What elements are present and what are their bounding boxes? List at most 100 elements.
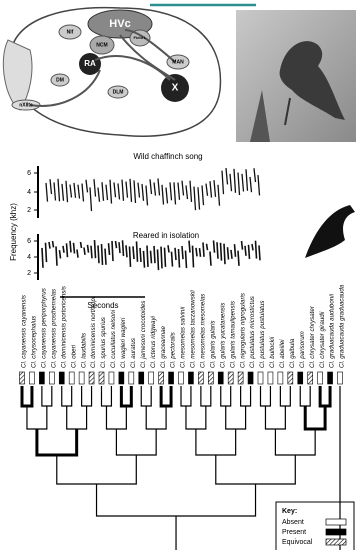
y-tick-label: 6 (27, 170, 31, 177)
spectrogram-trace (46, 243, 47, 262)
y-tick-label: 4 (27, 254, 31, 261)
trait-box (248, 372, 253, 384)
spectrogram-trace (214, 180, 216, 197)
spectrogram-trace (90, 187, 92, 211)
spectrogram-trace (182, 246, 183, 259)
taxon-label: Cl. laudabilis (80, 333, 87, 368)
spectrogram-trace (210, 252, 211, 266)
taxon-label: Cl. mesomelas mesomelas (200, 294, 207, 368)
tree-branch (226, 406, 246, 429)
y-tick-label: 2 (27, 270, 31, 277)
taxon-label: Cl. spurius spurius (100, 317, 107, 368)
trait-box (109, 372, 114, 384)
trait-box (228, 372, 233, 384)
bird-silhouette (305, 205, 355, 258)
spectrogram-trace (142, 184, 144, 201)
tree-branch (22, 386, 32, 406)
taxon-label: Cl. auratus (130, 338, 137, 368)
tree-branch (241, 386, 251, 406)
spectrogram-trace (50, 179, 52, 194)
spectrogram-trace (203, 242, 204, 256)
spectrogram-trace (230, 174, 232, 191)
taxon-label: Cl. pectoralis (170, 332, 177, 368)
spectrogram-trace (158, 249, 159, 270)
taxon-label: Cl. oberi (70, 344, 77, 368)
taxon-label: Cl. cayanensis prosthemelas (50, 289, 57, 368)
spectrogram-trace (137, 241, 138, 261)
taxon-label: Cl. jamesoni crocotoides (140, 301, 147, 368)
spectrogram-trace (154, 246, 155, 263)
trait-box (238, 372, 243, 384)
key-label: Present (282, 529, 306, 536)
y-tick-label: 4 (27, 189, 31, 196)
spectrogram-trace (165, 248, 166, 267)
spectrogram-trace (134, 180, 136, 203)
spectrogram-trace (210, 181, 212, 197)
spectrogram-trace (258, 175, 260, 195)
spectrogram-trace (116, 241, 117, 248)
brain-label: HVc (109, 18, 130, 30)
spectrogram-trace (70, 241, 71, 253)
taxon-label: Cl. bullockii (269, 336, 276, 368)
spectrogram-trace (62, 184, 64, 201)
tree-branch (216, 455, 296, 484)
trait-box (288, 372, 293, 384)
tree-branch (181, 386, 191, 406)
taxon-label: Cl. graduacauda audubonii (329, 293, 336, 368)
spectrogram-trace (186, 185, 188, 199)
tree-branch (27, 406, 47, 429)
spectrogram-trace (242, 241, 243, 250)
trait-box (208, 372, 213, 384)
spectrogram-trace (106, 185, 108, 200)
spectrogram-trace (67, 243, 68, 257)
spectrogram-trace (63, 246, 64, 253)
spectrogram-trace (81, 242, 82, 248)
spectrogram-trace (77, 249, 78, 257)
spectrogram-trace (58, 179, 60, 202)
spectrogram-trace (190, 181, 192, 202)
spectrogram-trace (179, 249, 180, 268)
tree-branch (67, 406, 87, 429)
trait-box (278, 372, 283, 384)
tree-branch (201, 386, 211, 406)
spectrogram-trace (82, 184, 84, 202)
taxon-label: Cl. chrysocephalus (31, 316, 38, 368)
trait-box (169, 372, 174, 384)
tree-branch (320, 386, 330, 406)
spectrogram-trace (109, 243, 110, 255)
taxon-label: Cl. cayanensis cayanensis (21, 295, 28, 368)
tree-branch (280, 386, 290, 406)
spectrogram-trace (105, 249, 106, 265)
spectrogram-trace (196, 248, 197, 256)
trait-box (338, 372, 343, 384)
tree-branch (300, 386, 310, 406)
tree-branch (146, 406, 166, 429)
trait-box (149, 372, 154, 384)
spectrogram-trace (114, 182, 116, 197)
trait-box (99, 372, 104, 384)
spectrogram-trace (202, 185, 204, 205)
trait-box (49, 372, 54, 384)
spectrogram-trace (175, 248, 176, 260)
trait-box (39, 372, 44, 384)
tree-branch (186, 406, 206, 429)
brain-label: DM (56, 77, 64, 83)
spectrogram-trace (246, 169, 248, 191)
taxon-label: Cl. parisorum (299, 331, 306, 368)
spectrogram-trace (162, 185, 164, 205)
spectrogram-trace (86, 180, 88, 193)
tree-branch (305, 406, 325, 429)
spectrogram-trace (172, 252, 173, 267)
spectrogram-trace (123, 240, 124, 256)
tree-branch (121, 386, 131, 406)
taxon-label: Cl. gularis yucatanensis (219, 303, 226, 368)
trait-box (159, 372, 164, 384)
tree-branch (161, 386, 171, 406)
spectrogram-trace (250, 177, 252, 192)
spectrogram-trace (256, 241, 257, 259)
spectrogram-trace (189, 241, 190, 253)
spectrogram-trace (133, 246, 134, 259)
spectrogram-trace (154, 183, 156, 196)
key-swatch (326, 529, 346, 535)
spectrogram-trace (224, 244, 225, 265)
